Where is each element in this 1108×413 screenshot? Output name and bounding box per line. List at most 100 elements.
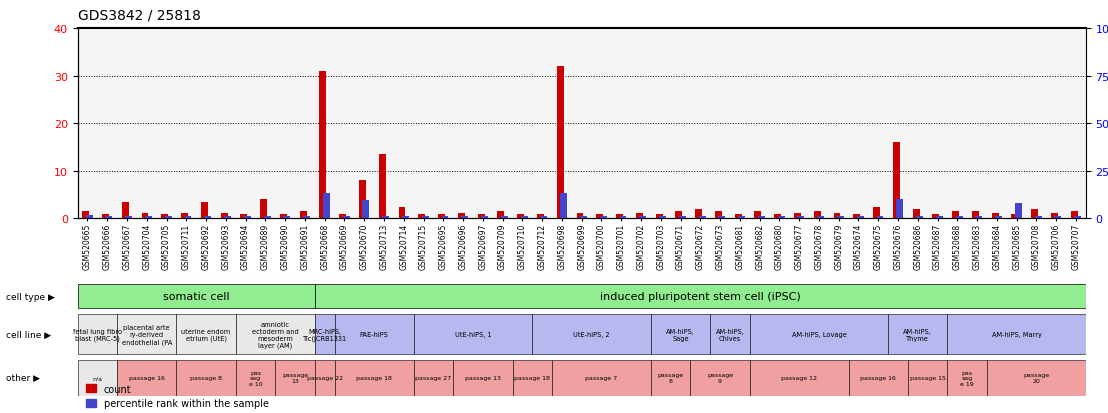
Bar — [599, 216, 607, 219]
Text: fetal lung fibro
blast (MRC-5): fetal lung fibro blast (MRC-5) — [73, 328, 122, 341]
FancyBboxPatch shape — [78, 284, 315, 309]
FancyBboxPatch shape — [907, 360, 947, 396]
FancyBboxPatch shape — [650, 315, 710, 354]
FancyBboxPatch shape — [236, 315, 315, 354]
Text: PAE-hiPS: PAE-hiPS — [360, 332, 389, 337]
Bar — [284, 216, 290, 219]
Bar — [319, 72, 327, 219]
FancyBboxPatch shape — [335, 360, 413, 396]
Bar — [264, 216, 270, 219]
Bar — [936, 216, 943, 219]
Bar — [478, 214, 484, 219]
Bar — [596, 214, 603, 219]
Bar — [561, 193, 567, 219]
FancyBboxPatch shape — [117, 360, 176, 396]
Bar — [442, 216, 449, 219]
Bar — [339, 214, 346, 219]
Text: AM-hiPS,
Sage: AM-hiPS, Sage — [666, 328, 695, 341]
Bar — [556, 67, 564, 219]
Bar — [201, 202, 208, 219]
Text: UtE-hiPS, 2: UtE-hiPS, 2 — [573, 332, 609, 337]
Bar — [932, 214, 940, 219]
Bar — [481, 216, 488, 219]
FancyBboxPatch shape — [413, 315, 532, 354]
Bar — [125, 216, 132, 219]
FancyBboxPatch shape — [532, 315, 650, 354]
Bar — [975, 216, 983, 219]
FancyBboxPatch shape — [176, 315, 236, 354]
FancyBboxPatch shape — [236, 360, 275, 396]
Bar — [461, 216, 469, 219]
Bar — [204, 216, 212, 219]
Bar — [833, 213, 841, 219]
Bar — [715, 212, 721, 219]
Bar — [260, 200, 267, 219]
Bar — [636, 213, 643, 219]
Bar — [639, 216, 646, 219]
Bar — [656, 214, 663, 219]
FancyBboxPatch shape — [315, 315, 335, 354]
Bar — [82, 212, 89, 219]
Bar — [422, 216, 429, 219]
Bar — [240, 214, 247, 219]
Bar — [342, 216, 350, 219]
Bar — [659, 216, 666, 219]
Bar — [185, 216, 192, 219]
FancyBboxPatch shape — [275, 360, 315, 396]
Bar — [438, 214, 445, 219]
Bar — [1032, 209, 1038, 219]
Bar — [1035, 216, 1042, 219]
Bar — [952, 212, 960, 219]
Text: passage 15: passage 15 — [910, 375, 945, 380]
Bar — [1051, 213, 1058, 219]
Bar — [794, 213, 801, 219]
Bar — [300, 212, 307, 219]
FancyBboxPatch shape — [315, 284, 1086, 309]
Bar — [576, 213, 584, 219]
Bar — [676, 212, 683, 219]
Bar — [837, 216, 844, 219]
Bar — [359, 181, 366, 219]
Text: passage 8: passage 8 — [191, 375, 222, 380]
Bar — [322, 193, 330, 219]
Bar — [856, 216, 863, 219]
Bar — [181, 213, 188, 219]
Bar — [876, 216, 883, 219]
Bar — [616, 214, 623, 219]
Bar — [224, 216, 232, 219]
Bar — [458, 213, 465, 219]
Text: passage
8: passage 8 — [658, 373, 684, 383]
Bar — [873, 207, 880, 219]
Text: passage
13: passage 13 — [281, 373, 308, 383]
Bar — [537, 214, 544, 219]
Bar — [758, 216, 765, 219]
Bar — [497, 212, 504, 219]
Bar — [893, 143, 900, 219]
Bar — [916, 216, 923, 219]
Bar — [280, 214, 287, 219]
FancyBboxPatch shape — [335, 315, 413, 354]
Legend: count, percentile rank within the sample: count, percentile rank within the sample — [82, 380, 273, 412]
Bar — [244, 216, 250, 219]
Text: passage
9: passage 9 — [707, 373, 733, 383]
FancyBboxPatch shape — [947, 360, 987, 396]
Bar — [162, 214, 168, 219]
FancyBboxPatch shape — [117, 315, 176, 354]
Bar — [1015, 204, 1022, 219]
Bar — [304, 216, 310, 219]
FancyBboxPatch shape — [947, 315, 1086, 354]
Text: cell type ▶: cell type ▶ — [6, 292, 54, 301]
Bar — [738, 216, 745, 219]
Bar — [402, 216, 409, 219]
Bar — [165, 216, 172, 219]
Bar — [102, 214, 109, 219]
Bar — [382, 216, 389, 219]
FancyBboxPatch shape — [987, 360, 1086, 396]
Bar — [955, 216, 963, 219]
FancyBboxPatch shape — [413, 360, 453, 396]
Bar — [362, 201, 369, 219]
Bar — [896, 200, 903, 219]
FancyBboxPatch shape — [710, 315, 750, 354]
Bar — [995, 216, 1002, 219]
Text: placental arte
ry-derived
endothelial (PA: placental arte ry-derived endothelial (P… — [122, 324, 172, 345]
